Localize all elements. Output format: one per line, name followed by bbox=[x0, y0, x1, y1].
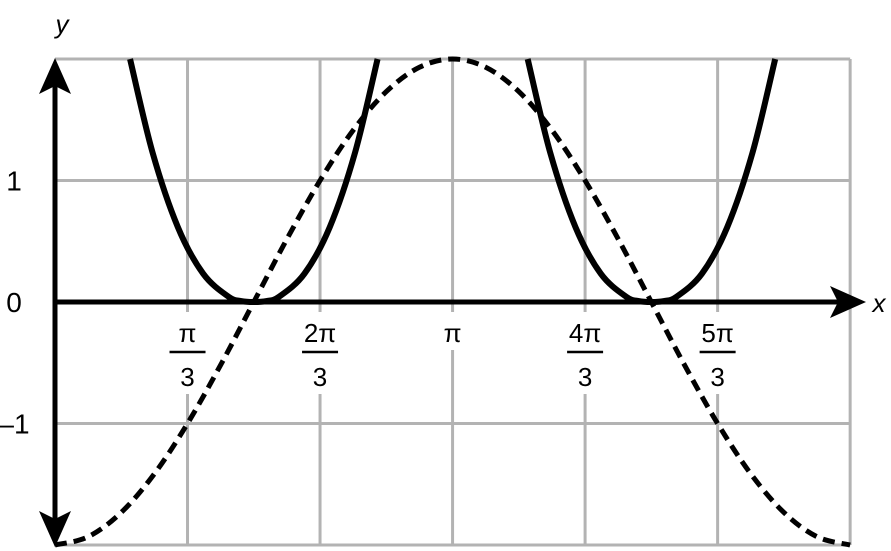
dashed-curve bbox=[54, 56, 851, 548]
x-tick-numerator: π bbox=[179, 318, 197, 348]
y-tick-label: 1 bbox=[6, 166, 22, 197]
y-tick-label: –1 bbox=[0, 409, 30, 440]
y-axis-arrow-up bbox=[39, 58, 71, 94]
x-axis-label: x bbox=[871, 288, 887, 318]
x-tick-numerator: 4π bbox=[569, 318, 601, 348]
x-tick-numerator: 2π bbox=[304, 318, 336, 348]
x-tick-numerator: π bbox=[444, 318, 462, 348]
x-tick-denominator: 3 bbox=[313, 362, 327, 392]
x-tick-denominator: 3 bbox=[180, 362, 194, 392]
y-tick-label: 0 bbox=[6, 287, 22, 318]
x-tick-denominator: 3 bbox=[710, 362, 724, 392]
x-axis-arrow bbox=[830, 286, 866, 318]
x-tick-numerator: 5π bbox=[701, 318, 733, 348]
x-tick-denominator: 3 bbox=[578, 362, 592, 392]
y-axis-arrow-down bbox=[39, 511, 71, 547]
axes bbox=[39, 58, 866, 547]
y-axis-label: y bbox=[54, 9, 71, 39]
